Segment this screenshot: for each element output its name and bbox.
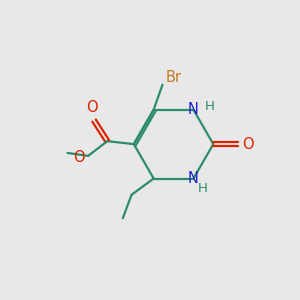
Text: Br: Br — [166, 70, 182, 85]
Text: H: H — [198, 182, 208, 195]
Text: O: O — [73, 150, 85, 165]
Text: N: N — [188, 171, 199, 186]
Text: H: H — [205, 100, 214, 113]
Text: O: O — [86, 100, 98, 115]
Text: O: O — [242, 136, 254, 152]
Text: N: N — [188, 102, 199, 117]
